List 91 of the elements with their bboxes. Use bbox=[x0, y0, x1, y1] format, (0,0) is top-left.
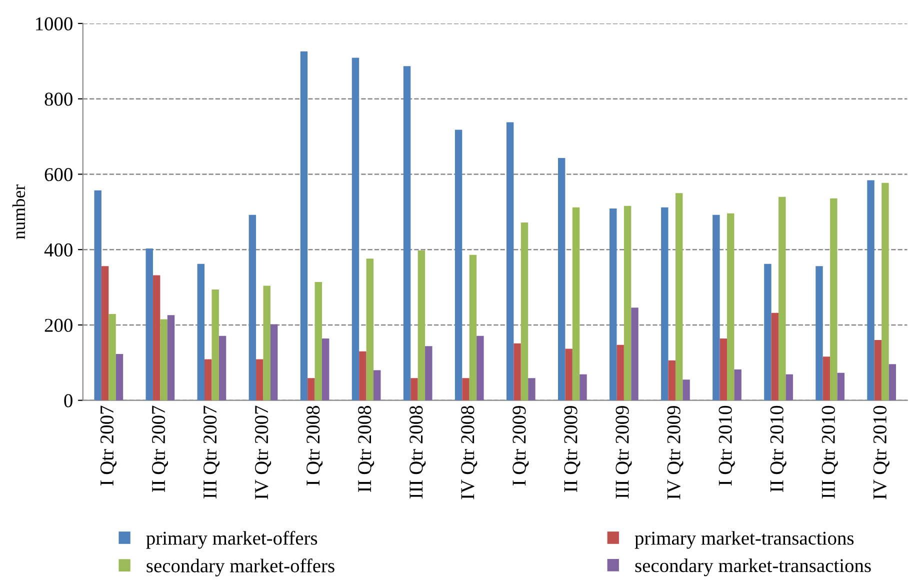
x-tick-label: III Qtr 2008 bbox=[410, 406, 426, 498]
bar bbox=[146, 248, 153, 400]
bar bbox=[506, 122, 514, 400]
bar bbox=[888, 364, 896, 400]
bar bbox=[882, 182, 889, 400]
x-tick-label: II Qtr 2009 bbox=[564, 406, 580, 492]
bar bbox=[108, 314, 116, 400]
bar bbox=[101, 266, 109, 400]
bar bbox=[661, 207, 668, 400]
bar bbox=[631, 308, 638, 400]
legend-label: secondary market-offers bbox=[146, 558, 334, 576]
bar bbox=[830, 198, 838, 400]
bar bbox=[520, 222, 528, 400]
y-tick-label: 400 bbox=[44, 243, 72, 257]
bar bbox=[727, 213, 734, 400]
x-tick-label: IV Qtr 2009 bbox=[667, 406, 684, 500]
bar bbox=[403, 66, 411, 400]
bar bbox=[454, 130, 462, 400]
bar bbox=[764, 264, 772, 400]
y-tick-label: 200 bbox=[44, 318, 72, 332]
x-tick-label: II Qtr 2007 bbox=[152, 406, 168, 492]
bar bbox=[160, 319, 168, 400]
bar bbox=[462, 378, 470, 400]
bar bbox=[300, 51, 308, 400]
x-tick-label: III Qtr 2007 bbox=[203, 406, 220, 498]
bar bbox=[476, 336, 484, 400]
bar bbox=[668, 360, 676, 400]
bar bbox=[256, 359, 264, 400]
bar bbox=[528, 378, 536, 400]
bar bbox=[580, 374, 587, 400]
x-tick-label: III Qtr 2010 bbox=[822, 406, 838, 498]
bar bbox=[572, 207, 580, 400]
bar bbox=[469, 254, 477, 400]
x-tick-label: I Qtr 2010 bbox=[718, 406, 735, 486]
bar bbox=[565, 348, 572, 400]
bar bbox=[610, 208, 617, 400]
y-tick-label: 0 bbox=[64, 394, 72, 408]
bar bbox=[248, 214, 256, 400]
bar bbox=[308, 378, 315, 400]
bar bbox=[94, 190, 102, 400]
bar bbox=[374, 370, 381, 400]
bar bbox=[410, 378, 418, 400]
y-tick-label: 800 bbox=[44, 92, 72, 106]
bar bbox=[874, 340, 882, 400]
x-tick-label: I Qtr 2009 bbox=[512, 406, 529, 486]
bar bbox=[778, 196, 786, 400]
bar bbox=[558, 158, 566, 400]
bar bbox=[218, 336, 226, 400]
bar bbox=[682, 380, 690, 400]
bar bbox=[204, 359, 212, 400]
bar bbox=[822, 356, 830, 400]
bar bbox=[263, 286, 270, 400]
bar bbox=[425, 346, 432, 400]
bar bbox=[712, 214, 720, 400]
x-tick-label: I Qtr 2008 bbox=[306, 406, 323, 486]
bar bbox=[116, 354, 124, 400]
bar bbox=[152, 275, 160, 400]
bar bbox=[837, 372, 844, 400]
bar bbox=[624, 206, 632, 400]
bar bbox=[270, 324, 278, 400]
y-axis-title: number bbox=[12, 184, 26, 240]
bar bbox=[867, 180, 874, 400]
x-tick-label: I Qtr 2007 bbox=[100, 406, 116, 486]
y-tick-label: 600 bbox=[44, 168, 72, 182]
bar bbox=[816, 266, 823, 400]
bar bbox=[675, 193, 683, 400]
y-tick-label: 1000 bbox=[36, 17, 72, 30]
bar bbox=[786, 374, 793, 400]
x-tick-label: II Qtr 2010 bbox=[770, 406, 786, 492]
bar bbox=[212, 290, 219, 400]
legend-label: primary market-offers bbox=[146, 530, 318, 549]
bar bbox=[314, 282, 322, 400]
bar bbox=[359, 351, 366, 400]
x-tick-label: IV Qtr 2007 bbox=[254, 406, 272, 500]
bar bbox=[616, 344, 624, 400]
legend-label: secondary market-transactions bbox=[635, 558, 871, 576]
x-tick-label: II Qtr 2008 bbox=[358, 406, 374, 492]
bar bbox=[366, 258, 374, 400]
bar bbox=[197, 264, 205, 400]
bar bbox=[734, 369, 742, 400]
bar bbox=[720, 338, 728, 400]
x-tick-label: IV Qtr 2008 bbox=[461, 406, 478, 500]
legend-label: primary market-transactions bbox=[634, 531, 854, 549]
bar bbox=[418, 250, 426, 400]
x-tick-label: III Qtr 2009 bbox=[616, 406, 632, 498]
bar bbox=[322, 338, 330, 400]
bar bbox=[167, 315, 175, 400]
bar bbox=[514, 343, 521, 400]
x-tick-label: IV Qtr 2010 bbox=[873, 406, 890, 500]
bar bbox=[352, 58, 360, 400]
bar bbox=[771, 312, 779, 400]
